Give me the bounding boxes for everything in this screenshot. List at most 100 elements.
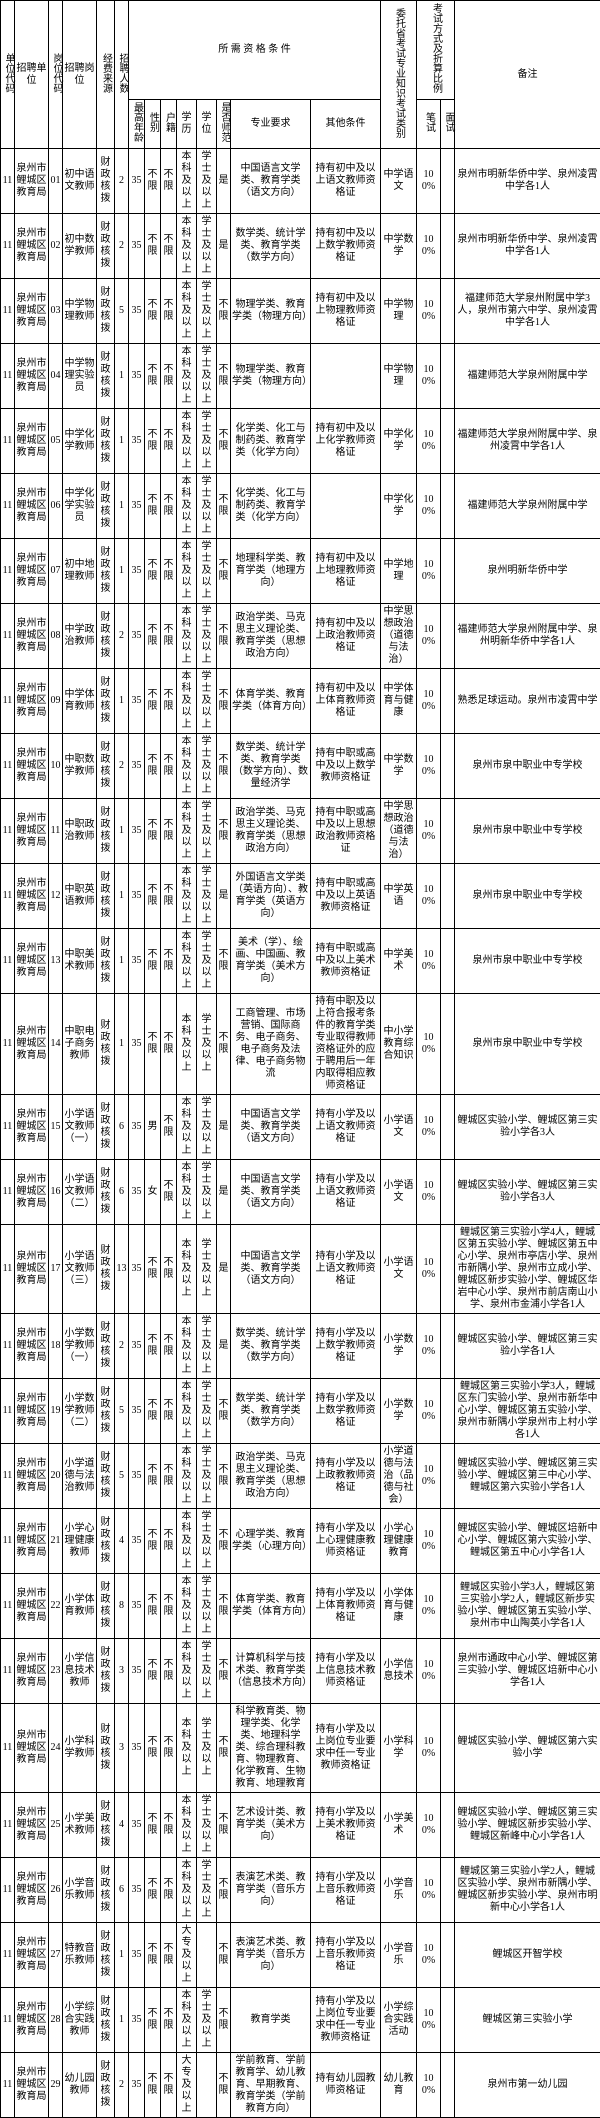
table-cell: 小学语文教师（二） <box>63 1160 97 1225</box>
table-cell: 小学音乐教师 <box>63 1858 97 1923</box>
table-cell: 100% <box>417 539 441 604</box>
table-row: 11泉州市鲤城区教育局27特教音乐教师财政核拨135不限不限大专及以上不限表演艺… <box>1 1923 600 1988</box>
table-cell: 泉州市鲤城区教育局 <box>15 1160 49 1225</box>
table-cell: 04 <box>49 344 63 409</box>
table-cell: 中职英语教师 <box>63 864 97 929</box>
table-cell: 35 <box>129 1095 145 1160</box>
table-cell: 100% <box>417 1793 441 1858</box>
table-cell: 持有小学及以上语文教师资格证 <box>311 1095 381 1160</box>
table-cell: 泉州市泉中职业中专学校 <box>455 994 600 1095</box>
col-other: 其他条件 <box>311 100 381 149</box>
table-cell: 35 <box>129 474 145 539</box>
table-cell: 政治学类、马克思主义理论类、教育学类（思想政治方向） <box>231 799 311 864</box>
table-cell: 不限 <box>145 1793 161 1858</box>
table-cell <box>441 214 455 279</box>
table-cell: 100% <box>417 279 441 344</box>
table-row: 11泉州市鲤城区教育局19小学数学教师（二）财政核拨535不限不限本科及以上学士… <box>1 1379 600 1444</box>
table-cell: 小学综合实践活动 <box>381 1988 417 2053</box>
table-cell: 不限 <box>161 1509 177 1574</box>
table-cell: 中学体育与健康 <box>381 669 417 734</box>
table-cell: 不限 <box>161 864 177 929</box>
table-cell: 鲤城区实验小学、鲤城区第三实验小学各1人 <box>455 1314 600 1379</box>
table-cell: 泉州市泉中职业中专学校 <box>455 929 600 994</box>
table-cell: 35 <box>129 149 145 214</box>
table-cell: 11 <box>1 279 15 344</box>
table-cell: 本科及以上 <box>177 1793 197 1858</box>
table-row: 11泉州市鲤城区教育局18小学数学教师（一）财政核拨235不限不限本科及以上学士… <box>1 1314 600 1379</box>
table-cell <box>441 864 455 929</box>
table-cell: 5 <box>115 1379 129 1444</box>
table-cell: 1 <box>115 929 129 994</box>
table-cell: 11 <box>1 2053 15 2118</box>
table-cell: 数学类、统计学类、教育学类（数学方向） <box>231 214 311 279</box>
table-cell: 不限 <box>145 1225 161 1314</box>
table-cell: 100% <box>417 1988 441 2053</box>
table-row: 11泉州市鲤城区教育局16小学语文教师（二）财政核拨635女不限本科及以上学士及… <box>1 1160 600 1225</box>
table-cell: 本科及以上 <box>177 734 197 799</box>
table-cell: 学士及以上 <box>197 1574 217 1639</box>
table-cell: 100% <box>417 799 441 864</box>
table-cell: 不限 <box>217 669 231 734</box>
table-cell: 小学信息技术教师 <box>63 1639 97 1704</box>
table-row: 11泉州市鲤城区教育局09中学体育教师财政核拨135不限不限本科及以上学士及以上… <box>1 669 600 734</box>
table-cell: 本科及以上 <box>177 1509 197 1574</box>
table-cell: 本科及以上 <box>177 1095 197 1160</box>
table-cell: 35 <box>129 409 145 474</box>
table-cell <box>441 279 455 344</box>
table-cell: 是 <box>217 1314 231 1379</box>
table-cell: 泉州市鲤城区教育局 <box>15 1509 49 1574</box>
table-cell: 1 <box>115 539 129 604</box>
table-cell: 小学道德与法治教师 <box>63 1444 97 1509</box>
table-cell <box>441 734 455 799</box>
table-cell: 35 <box>129 1160 145 1225</box>
table-cell: 100% <box>417 1095 441 1160</box>
table-cell: 泉州市鲤城区教育局 <box>15 1379 49 1444</box>
table-cell: 中学英语 <box>381 864 417 929</box>
table-cell: 中国语言文学类、教育学类（语文方向） <box>231 149 311 214</box>
table-cell: 学士及以上 <box>197 1704 217 1793</box>
table-cell: 11 <box>1 1314 15 1379</box>
table-cell: 泉州市鲤城区教育局 <box>15 279 49 344</box>
table-cell: 不限 <box>161 669 177 734</box>
table-cell: 学前教育、学前教育学、幼儿教育、早期教育、教育学类（学前教育方向） <box>231 2053 311 2118</box>
table-row: 11泉州市鲤城区教育局17小学语文教师（三）财政核拨1335不限不限本科及以上学… <box>1 1225 600 1314</box>
table-cell: 01 <box>49 149 63 214</box>
table-cell: 不限 <box>217 604 231 669</box>
table-cell <box>441 1988 455 2053</box>
table-row: 11泉州市鲤城区教育局21小学心理健康教师财政核拨435不限不限本科及以上学士及… <box>1 1509 600 1574</box>
table-cell: 泉州市鲤城区教育局 <box>15 539 49 604</box>
table-cell: 中学美术 <box>381 929 417 994</box>
table-cell: 本科及以上 <box>177 1858 197 1923</box>
table-cell: 23 <box>49 1639 63 1704</box>
table-cell <box>441 1858 455 1923</box>
table-cell: 中国语言文学类、教育学类（语文方向） <box>231 1095 311 1160</box>
table-cell: 20 <box>49 1444 63 1509</box>
table-cell: 5 <box>115 279 129 344</box>
table-cell <box>441 1160 455 1225</box>
table-cell: 100% <box>417 1574 441 1639</box>
table-cell: 不限 <box>161 474 177 539</box>
table-cell: 4 <box>115 1509 129 1574</box>
table-cell: 不限 <box>217 929 231 994</box>
table-cell: 财政核拨 <box>97 474 115 539</box>
table-cell: 35 <box>129 1858 145 1923</box>
table-cell: 35 <box>129 1444 145 1509</box>
table-cell: 不限 <box>145 474 161 539</box>
col-recruit-post: 招聘岗位 <box>63 1 97 149</box>
table-cell: 小学科学教师 <box>63 1704 97 1793</box>
table-cell: 本科及以上 <box>177 539 197 604</box>
table-cell: 不限 <box>145 604 161 669</box>
table-cell: 小学心理健康教师 <box>63 1509 97 1574</box>
table-cell: 工商管理、市场营销、国际商务、电子商务、电子商务及法律、电子商务物流 <box>231 994 311 1095</box>
table-cell: 15 <box>49 1095 63 1160</box>
table-cell: 22 <box>49 1574 63 1639</box>
table-cell: 小学体育与健康 <box>381 1574 417 1639</box>
table-cell: 鲤城区第三实验小学3人，鲤城区东门实验小学、泉州市新华中心小学、鲤城区第五实验小… <box>455 1379 600 1444</box>
col-post-code: 岗位代码 <box>50 53 62 93</box>
table-cell: 不限 <box>217 1639 231 1704</box>
table-cell: 08 <box>49 604 63 669</box>
table-cell: 持有中职及以上符合报考条件的教育学类专业取得教师资格证外的应于聘用后一年内取得相… <box>311 994 381 1095</box>
table-cell: 不限 <box>161 539 177 604</box>
table-cell: 35 <box>129 734 145 799</box>
table-cell: 持有幼儿园教师资格证 <box>311 2053 381 2118</box>
